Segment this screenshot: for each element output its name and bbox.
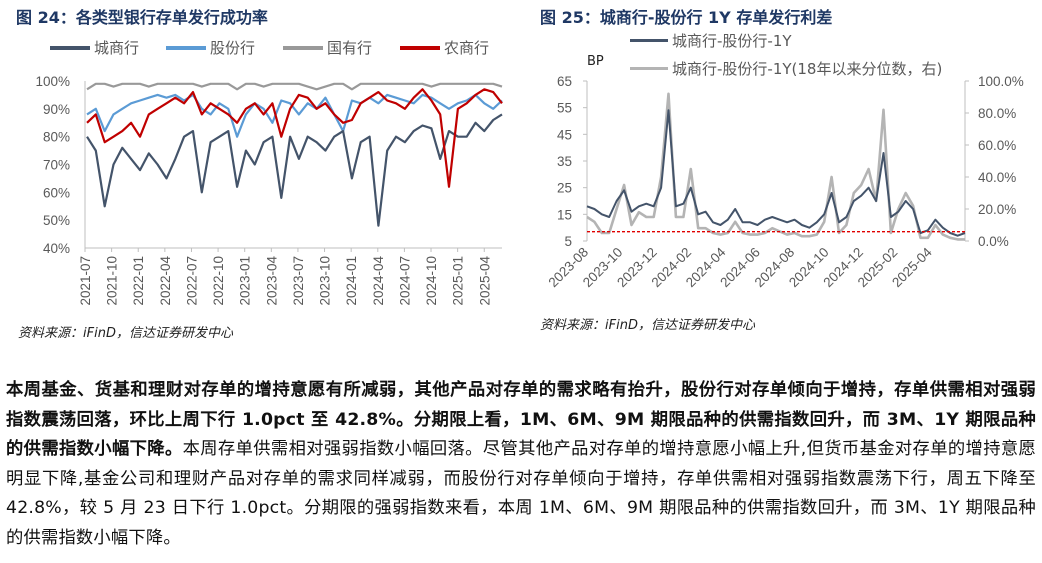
x-tick-label: 2024-01 [344,256,359,306]
y2-tick-label: 20.0% [978,202,1016,217]
y2-tick-label: 80.0% [978,106,1016,121]
legend-label: 城商行 [94,39,140,57]
spread-chart: 5 15 25 35 45 55 65 0.0% 20.0% 40.0% 60.0% 80.0% 100… [545,74,1024,290]
y2-tick-label: 0.0% [978,234,1009,249]
legend-swatch [50,45,90,50]
legend-label: 股份行 [210,39,256,57]
y-tick-label: 35 [557,154,572,169]
legend-item-state-banks: 国有行 [283,37,372,58]
x-tick-label: 2023-10 [318,256,333,306]
x-tick-label: 2022-01 [131,256,146,306]
y-tick-label: 50% [43,213,70,228]
legend-item-percentile: 城商行-股份行-1Y(18年以来分位数，右) [630,58,942,79]
figure-25-source: 资料来源：iFinD，信达证券研发中心 [540,318,755,333]
y-tick-label: 5 [564,234,572,249]
commentary-paragraph: 本周基金、货基和理财对存单的增持意愿有所减弱，其他产品对存单的需求略有抬升，股份… [6,376,1036,553]
x-tick-label: 2025-01 [451,256,466,306]
legend-swatch [166,45,206,50]
y-tick-label: 65 [557,74,572,89]
x-tick-label: 2024-10 [424,256,439,306]
series-line-0 [586,109,966,237]
legend-label: 农商行 [444,39,490,57]
legend-label: 城商行-股份行-1Y [672,32,792,50]
paragraph-detail: 本周存单供需相对强弱指数小幅回落。尽管其他产品对存单的增持意愿小幅上升,但货币基… [6,439,1036,548]
y-tick-label: 70% [43,158,70,173]
series-line-2 [86,82,503,91]
x-tick-label: 2023-07 [291,256,306,306]
issuance-success-rate-chart: 40% 50% 60% 70% 80% 90% 100% 2021-07 2021-10 2022… [35,74,503,306]
legend-swatch [283,45,323,50]
figure-24-title: 图 24：各类型银行存单发行成功率 [16,8,268,27]
legend-label: 城商行-股份行-1Y(18年以来分位数，右) [672,60,943,78]
x-tick-label: 2021-10 [105,256,120,306]
series-line-1 [586,92,965,241]
x-tick-label: 2022-07 [184,256,199,306]
x-tick-label: 2023-01 [238,256,253,306]
y-tick-label: 80% [43,130,70,145]
y2-tick-label: 60.0% [978,138,1016,153]
y-tick-label: 25 [557,181,572,196]
legend-item-spread: 城商行-股份行-1Y [630,30,792,51]
x-tick-label: 2023-04 [264,256,279,306]
legend-label: 国有行 [327,39,373,57]
figure-25-title: 图 25：城商行-股份行 1Y 存单发行利差 [540,8,833,27]
x-tick-label: 2024-04 [371,256,386,306]
paragraph-summary: 本周基金、货基和理财对存单的增持意愿有所减弱，其他产品对存单的需求略有抬升，股份… [6,380,1036,459]
y2-tick-label: 40.0% [978,170,1016,185]
x-tick-label: 2022-10 [211,256,226,306]
y-tick-label: 15 [557,207,572,222]
y-tick-label: 45 [557,127,572,142]
series-line-3 [86,88,503,188]
series-line-0 [86,113,503,227]
legend-swatch [400,45,440,50]
legend-swatch [630,67,668,70]
y-tick-label: 55 [557,101,572,116]
x-tick-label: 2025-04 [477,256,492,306]
y-tick-label: 90% [43,102,70,117]
legend-item-city-banks: 城商行 [50,37,139,58]
series-line-1 [86,93,503,138]
legend-swatch [630,39,668,42]
y-tick-label: 60% [43,185,70,200]
figure-24-source: 资料来源：iFinD，信达证券研发中心 [18,326,233,341]
x-tick-label: 2022-04 [158,256,173,306]
legend-item-rural-banks: 农商行 [400,37,489,58]
legend-item-joint-stock-banks: 股份行 [166,37,255,58]
unit-label: BP [587,54,604,69]
y-tick-label: 40% [43,241,70,256]
x-tick-label: 2021-07 [78,256,93,306]
y-tick-label: 100% [35,74,70,89]
y2-tick-label: 100.0% [978,74,1024,89]
x-tick-label: 2024-07 [397,256,412,306]
